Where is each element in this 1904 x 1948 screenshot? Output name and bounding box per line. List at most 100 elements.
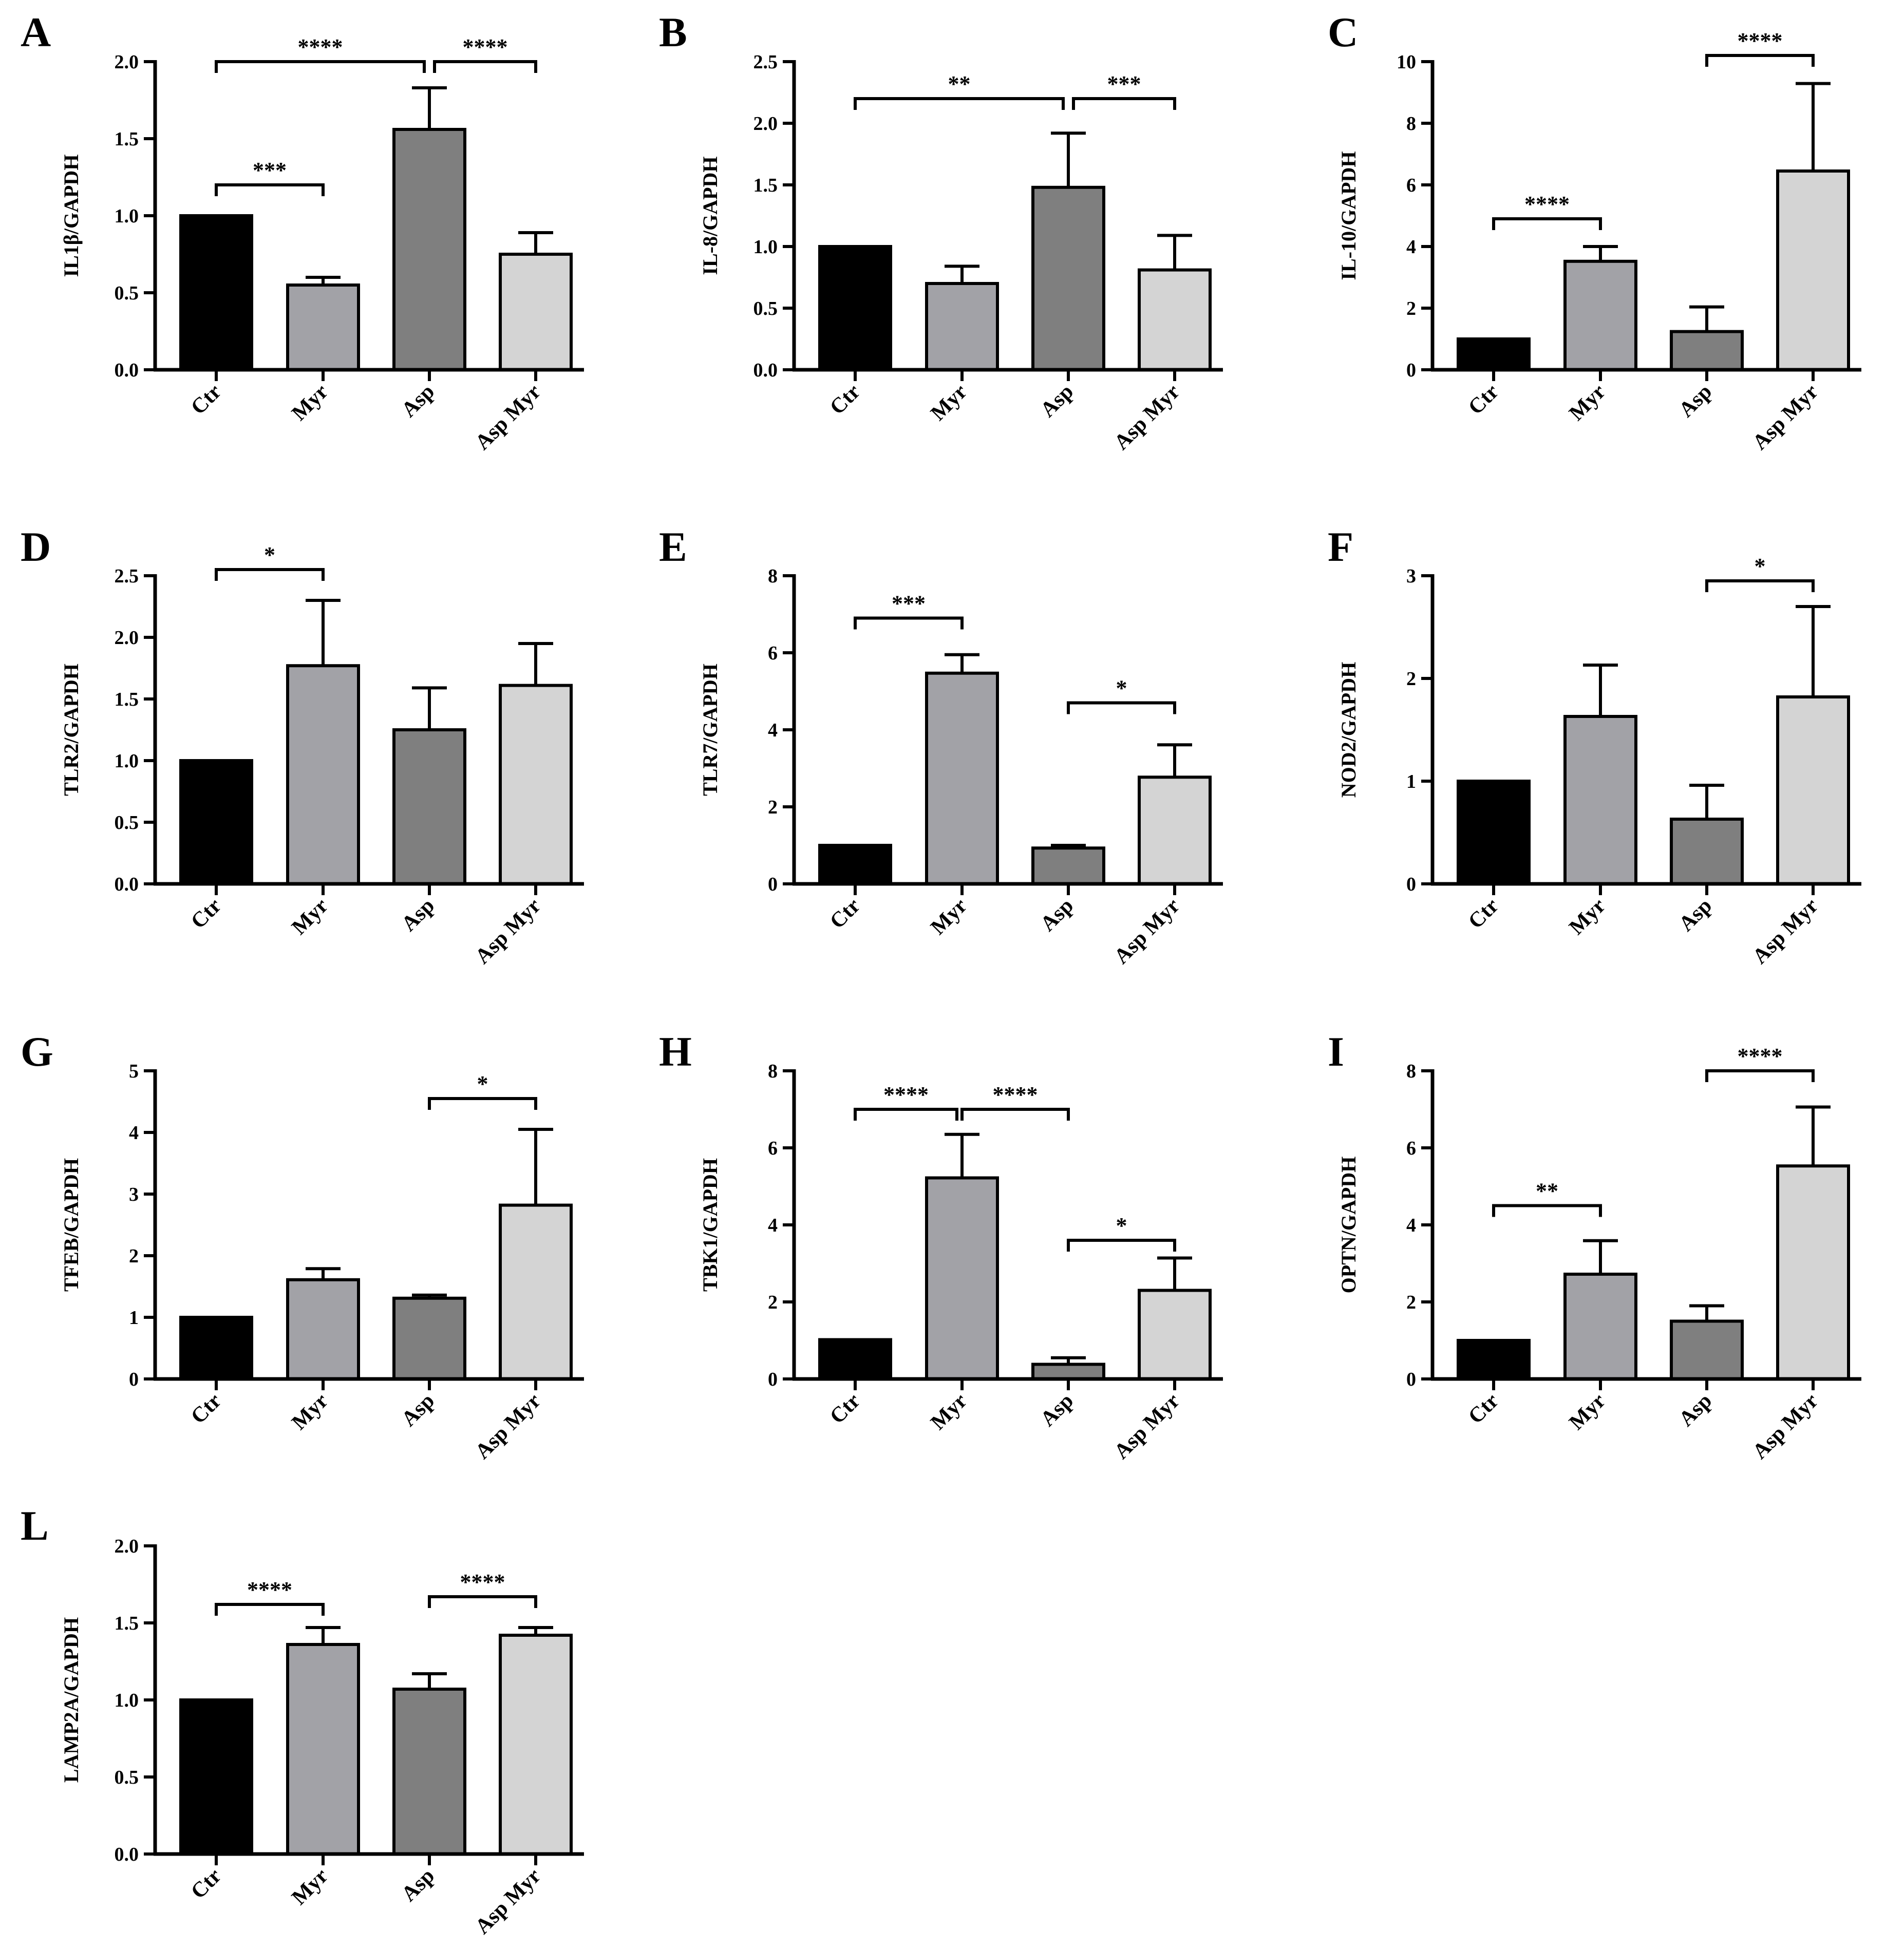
significance-label-e-0: *** xyxy=(892,591,926,616)
y-axis-label-l: LAMP2A/GAPDH xyxy=(60,1617,83,1783)
y-axis-label-e: TLR7/GAPDH xyxy=(699,664,722,796)
bar-h-ctr xyxy=(818,1338,892,1380)
y-tick-label-e-4: 8 xyxy=(768,565,778,587)
significance-bracket-h-1 xyxy=(960,1108,1070,1121)
y-tick-label-h-2: 4 xyxy=(768,1215,778,1236)
y-tick-label-l-1: 0.5 xyxy=(115,1767,139,1788)
bar-c-myr xyxy=(1563,259,1637,371)
bar-g-asp-myr xyxy=(499,1203,573,1381)
y-axis-label-g: TFEB/GAPDH xyxy=(60,1158,83,1292)
y-tick-label-a-2: 1.0 xyxy=(115,205,139,227)
y-tick-label-g-5: 5 xyxy=(129,1061,139,1082)
y-axis-label-c: IL-10/GAPDH xyxy=(1337,151,1360,280)
significance-bracket-l-0 xyxy=(215,1603,325,1616)
panel-letter-i: I xyxy=(1328,1028,1344,1075)
y-tick-label-g-2: 2 xyxy=(129,1245,139,1267)
bar-l-ctr xyxy=(179,1698,253,1856)
significance-bracket-c-1 xyxy=(1705,54,1815,67)
y-tick-label-i-2: 4 xyxy=(1406,1215,1416,1236)
significance-label-g-0: * xyxy=(477,1071,488,1096)
y-tick-label-e-3: 6 xyxy=(768,642,778,664)
y-tick-label-d-5: 2.5 xyxy=(115,565,139,587)
significance-label-i-0: ** xyxy=(1536,1179,1558,1204)
y-tick-label-l-4: 2.0 xyxy=(115,1536,139,1557)
y-tick-label-a-4: 2.0 xyxy=(115,51,139,73)
significance-label-l-1: **** xyxy=(460,1569,505,1595)
y-tick-label-b-5: 2.5 xyxy=(753,51,778,73)
y-tick-label-c-2: 4 xyxy=(1406,236,1416,258)
significance-bracket-e-0 xyxy=(854,616,964,630)
bar-e-asp xyxy=(1031,846,1105,885)
significance-bracket-h-0 xyxy=(854,1108,958,1121)
y-tick-label-e-1: 2 xyxy=(768,797,778,818)
bar-c-asp-myr xyxy=(1776,169,1850,371)
y-tick-label-i-3: 6 xyxy=(1406,1138,1416,1159)
y-tick-label-l-2: 1.0 xyxy=(115,1690,139,1711)
bar-b-myr xyxy=(925,282,999,371)
y-tick-label-h-3: 6 xyxy=(768,1138,778,1159)
y-tick-label-g-3: 3 xyxy=(129,1184,139,1205)
bar-d-ctr xyxy=(179,759,253,885)
bar-i-ctr xyxy=(1457,1339,1531,1380)
y-tick-label-d-2: 1.0 xyxy=(115,750,139,772)
y-tick-label-b-3: 1.5 xyxy=(753,175,778,196)
bar-d-asp-myr xyxy=(499,684,573,885)
bar-f-asp xyxy=(1670,818,1744,885)
significance-label-l-0: **** xyxy=(247,1577,292,1602)
y-tick-label-a-0: 0.0 xyxy=(115,360,139,381)
y-tick-label-e-2: 4 xyxy=(768,720,778,741)
bar-d-asp xyxy=(392,728,466,885)
y-tick-label-b-1: 0.5 xyxy=(753,298,778,319)
y-axis-label-f: NOD2/GAPDH xyxy=(1337,662,1360,798)
y-tick-label-c-3: 6 xyxy=(1406,175,1416,196)
significance-label-f-0: * xyxy=(1755,554,1766,579)
significance-bracket-b-1 xyxy=(1072,97,1176,110)
y-tick-label-f-1: 1 xyxy=(1406,771,1416,792)
y-axis-label-d: TLR2/GAPDH xyxy=(60,664,83,796)
significance-bracket-b-0 xyxy=(854,97,1065,110)
panel-letter-a: A xyxy=(21,9,51,55)
significance-bracket-i-0 xyxy=(1492,1204,1602,1217)
y-tick-label-l-3: 1.5 xyxy=(115,1613,139,1634)
significance-label-b-0: ** xyxy=(948,71,971,97)
significance-bracket-h-2 xyxy=(1067,1239,1176,1252)
significance-bracket-g-0 xyxy=(428,1097,537,1110)
y-tick-label-g-1: 1 xyxy=(129,1307,139,1329)
bar-i-asp-myr xyxy=(1776,1164,1850,1380)
significance-label-h-1: **** xyxy=(993,1082,1038,1107)
y-tick-label-e-0: 0 xyxy=(768,874,778,895)
significance-label-a-2: **** xyxy=(463,34,508,60)
significance-label-b-1: *** xyxy=(1107,71,1141,97)
significance-bracket-e-1 xyxy=(1067,701,1176,714)
significance-label-c-0: **** xyxy=(1524,192,1570,217)
y-tick-label-i-0: 0 xyxy=(1406,1369,1416,1390)
significance-bracket-a-0 xyxy=(215,183,325,196)
bar-f-ctr xyxy=(1457,780,1531,885)
significance-label-h-2: * xyxy=(1116,1213,1127,1238)
bar-i-myr xyxy=(1563,1273,1637,1380)
panel-letter-e: E xyxy=(659,523,687,570)
y-tick-label-c-5: 10 xyxy=(1397,51,1416,73)
y-tick-label-f-2: 2 xyxy=(1406,668,1416,690)
significance-label-i-1: **** xyxy=(1738,1044,1783,1069)
y-tick-label-d-4: 2.0 xyxy=(115,627,139,649)
bar-l-myr xyxy=(286,1643,360,1856)
significance-bracket-d-0 xyxy=(215,568,325,581)
y-tick-label-d-1: 0.5 xyxy=(115,812,139,834)
bar-h-myr xyxy=(925,1176,999,1380)
panel-letter-b: B xyxy=(659,9,687,55)
bar-b-asp xyxy=(1031,185,1105,371)
y-tick-label-b-2: 1.0 xyxy=(753,236,778,258)
bar-f-myr xyxy=(1563,715,1637,885)
y-tick-label-c-4: 8 xyxy=(1406,113,1416,135)
significance-label-a-1: **** xyxy=(298,34,343,60)
significance-bracket-a-1 xyxy=(215,60,426,73)
y-tick-label-i-4: 8 xyxy=(1406,1061,1416,1082)
bar-b-ctr xyxy=(818,245,892,371)
bar-i-asp xyxy=(1670,1319,1744,1380)
panel-letter-c: C xyxy=(1328,9,1358,55)
